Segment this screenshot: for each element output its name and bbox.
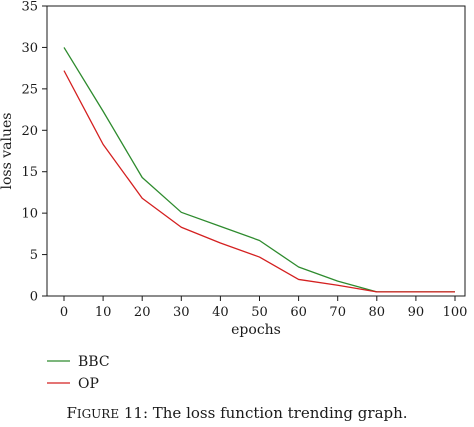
y-tick-label: 30 <box>21 41 38 56</box>
y-axis-ticks: 0 5 10 15 20 25 30 35 <box>21 0 47 305</box>
legend-label-bbc: BBC <box>78 354 110 370</box>
y-tick-label: 35 <box>21 0 38 15</box>
x-tick-label: 10 <box>95 305 112 320</box>
plot-frame <box>46 5 466 297</box>
y-tick-label: 10 <box>21 207 38 222</box>
series-line-bbc <box>63 47 455 293</box>
x-tick-label: 40 <box>212 305 229 320</box>
y-tick-label: 20 <box>21 124 38 139</box>
x-tick-label: 80 <box>369 305 386 320</box>
legend-label-op: OP <box>78 376 99 392</box>
x-tick-label: 90 <box>408 305 425 320</box>
x-tick-label: 100 <box>443 305 468 320</box>
x-tick-label: 70 <box>329 305 346 320</box>
y-tick-label: 0 <box>30 290 38 305</box>
x-tick-label: 20 <box>134 305 151 320</box>
y-tick-label: 25 <box>21 82 38 97</box>
y-tick-label: 5 <box>30 248 38 263</box>
legend: BBC OP <box>47 354 110 392</box>
x-tick-label: 60 <box>290 305 307 320</box>
x-tick-label: 0 <box>60 305 68 320</box>
x-axis-ticks: 0 10 20 30 40 50 60 70 80 90 100 <box>60 296 468 320</box>
x-tick-label: 50 <box>251 305 268 320</box>
series-line-op <box>63 70 455 293</box>
y-tick-label: 15 <box>21 165 38 180</box>
x-axis-label: epochs <box>231 322 281 338</box>
y-axis-label: loss values <box>0 113 15 190</box>
x-tick-label: 30 <box>173 305 190 320</box>
series-lines <box>63 47 455 293</box>
figure-caption: FIGURE 11: The loss function trending gr… <box>66 404 407 422</box>
